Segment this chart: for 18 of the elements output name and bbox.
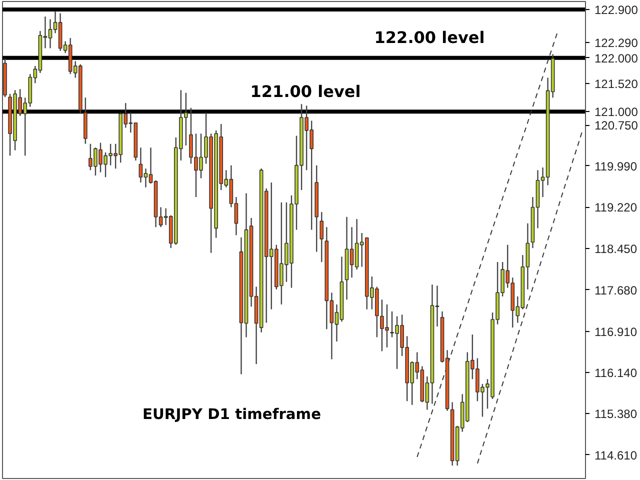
ref-line-label: 122.000 xyxy=(594,51,638,66)
y-tick-label: 119.220 xyxy=(594,200,638,215)
annotation: EURJPY D1 timeframe xyxy=(142,406,322,423)
candlestick xyxy=(320,211,324,263)
y-tick-label: 118.450 xyxy=(594,242,638,256)
y-tick-label: 122.290 xyxy=(594,36,638,50)
y-tick-label: 115.380 xyxy=(594,407,638,422)
annotation: 121.00 level xyxy=(250,82,361,101)
y-tick-label: 121.520 xyxy=(594,77,638,92)
y-tick-label: 119.990 xyxy=(594,159,638,174)
y-tick-label: 116.140 xyxy=(594,366,638,380)
y-tick-label: 116.910 xyxy=(594,324,638,339)
y-tick-label: 117.680 xyxy=(594,283,638,298)
annotation: 122.00 level xyxy=(374,28,485,47)
y-tick-label: 114.610 xyxy=(594,448,638,462)
ref-line-label: 121.000 xyxy=(594,105,638,120)
y-tick-label: 120.750 xyxy=(594,118,638,133)
ref-line-label: 122.900 xyxy=(594,3,638,18)
